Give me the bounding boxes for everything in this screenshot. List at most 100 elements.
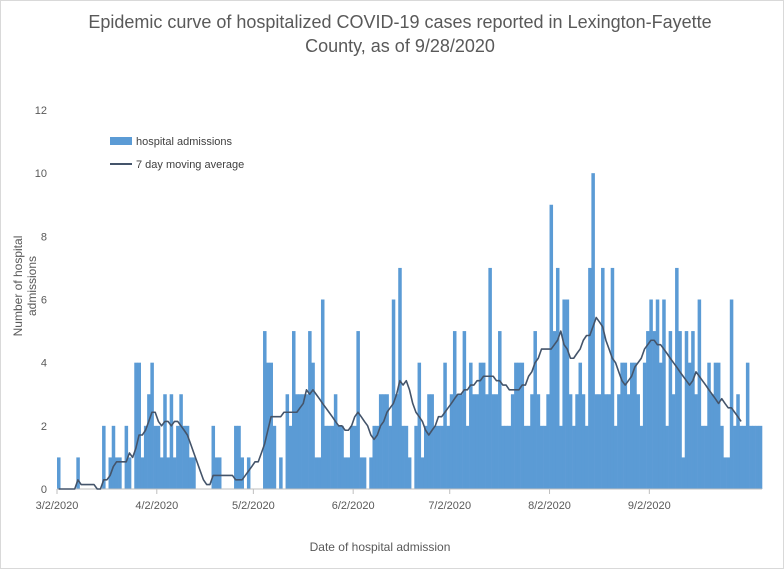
bar (446, 425, 451, 489)
bar (758, 425, 763, 489)
bar (601, 267, 605, 489)
bar (726, 457, 731, 489)
bar (594, 394, 599, 489)
bar (369, 457, 373, 489)
bar (678, 331, 682, 489)
bar (324, 425, 328, 489)
bar (562, 299, 566, 489)
bar (375, 425, 380, 489)
bar (246, 457, 251, 489)
bar (349, 425, 354, 489)
bar (739, 425, 743, 489)
bar (697, 299, 702, 489)
line-series-7-day-moving-average (58, 316, 742, 490)
bar (591, 173, 595, 490)
bar (404, 425, 409, 489)
bar (613, 425, 618, 489)
bar (720, 425, 724, 489)
bar (288, 425, 293, 489)
bar (266, 362, 270, 489)
bar (626, 394, 631, 489)
bar (565, 299, 570, 489)
bar (668, 331, 673, 489)
bar (610, 267, 615, 489)
bar (160, 457, 164, 489)
bar (237, 425, 241, 489)
y-tick-label: 2 (41, 421, 47, 433)
bar (755, 425, 760, 489)
bar-series-hospital-admissions (57, 173, 763, 490)
x-tick-label: 4/2/2020 (135, 500, 178, 512)
bar (462, 331, 467, 489)
bar (539, 425, 544, 489)
x-axis-label: Date of hospital admission (309, 540, 451, 554)
bar (691, 331, 695, 489)
bar (423, 425, 428, 489)
bar (552, 331, 557, 489)
bar (337, 425, 341, 489)
bar (214, 457, 219, 489)
bar (658, 362, 663, 489)
bar (192, 457, 196, 489)
x-tick-label: 6/2/2020 (332, 500, 375, 512)
bar (308, 331, 312, 489)
bar (430, 394, 434, 489)
bar (169, 394, 174, 489)
bar (172, 457, 177, 489)
bar (652, 331, 657, 489)
bar (150, 362, 154, 489)
bar (469, 362, 473, 489)
bar (456, 394, 460, 489)
bar (617, 394, 621, 489)
bar (488, 267, 492, 489)
bar (317, 457, 322, 489)
legend-swatch-hospital-admissions (110, 137, 132, 145)
bar (292, 331, 296, 489)
bar (272, 425, 277, 489)
bar (76, 457, 80, 489)
y-tick-label: 0 (41, 484, 47, 496)
bar (57, 457, 61, 489)
bar (681, 457, 686, 489)
bar (362, 457, 367, 489)
bar (407, 457, 412, 489)
bar (330, 425, 335, 489)
bar (398, 267, 402, 489)
bar (359, 457, 364, 489)
bar (320, 299, 325, 489)
bar (713, 362, 718, 489)
x-tick-label: 3/2/2020 (36, 500, 79, 512)
y-tick-label: 6 (41, 295, 47, 307)
bar (472, 394, 476, 489)
bar (568, 394, 573, 489)
legend: hospital admissions 7 day moving average (110, 136, 244, 171)
bar (443, 362, 447, 489)
bar (671, 394, 676, 489)
bar (752, 425, 756, 489)
bar (134, 362, 138, 489)
bar (687, 362, 692, 489)
bar (549, 204, 554, 489)
bar (182, 425, 187, 489)
bar (395, 394, 399, 489)
bar (311, 362, 315, 489)
bar (588, 267, 592, 489)
bar (475, 394, 480, 489)
bar (211, 425, 216, 489)
bar (118, 457, 122, 489)
bar (353, 425, 357, 489)
bar (440, 425, 444, 489)
bar (646, 331, 650, 489)
bar (504, 425, 508, 489)
x-tick-label: 5/2/2020 (232, 500, 275, 512)
bar (707, 362, 711, 489)
bar (481, 362, 486, 489)
bar (346, 457, 351, 489)
bar (385, 394, 389, 489)
x-tick-label: 8/2/2020 (528, 500, 571, 512)
bar (378, 394, 383, 489)
bar (114, 457, 119, 489)
bar (630, 362, 634, 489)
bar (527, 425, 531, 489)
